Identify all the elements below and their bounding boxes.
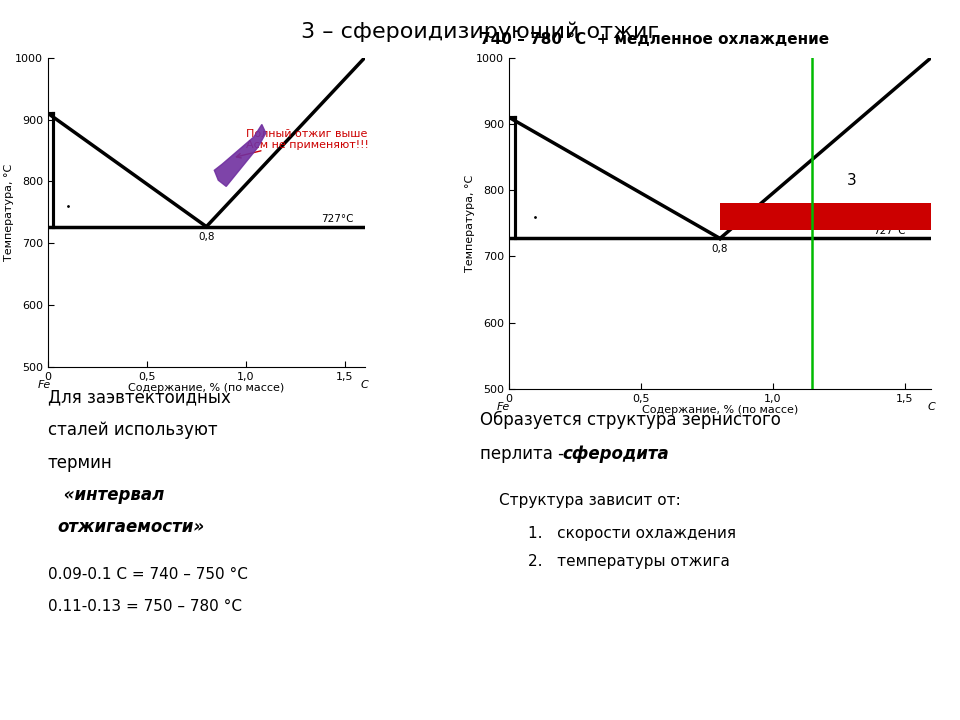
Text: 0,8: 0,8 [711,244,729,254]
Text: сферодита: сферодита [563,445,669,463]
Bar [720,203,931,230]
Text: Для заэвтектоидных: Для заэвтектоидных [48,389,230,407]
Polygon shape [214,125,266,186]
Text: C: C [361,379,369,390]
Text: 0.11-0.13 = 750 – 780 °C: 0.11-0.13 = 750 – 780 °C [48,599,242,614]
Text: отжигаемости»: отжигаемости» [58,518,204,536]
Text: Fe: Fe [37,379,51,390]
Text: термин: термин [48,454,112,472]
Text: Структура зависит от:: Структура зависит от: [499,493,681,508]
Text: Образуется структура зернистого: Образуется структура зернистого [480,410,780,428]
Text: 0.09-0.1 C = 740 – 750 °C: 0.09-0.1 C = 740 – 750 °C [48,567,248,582]
Text: 1.   скорости охлаждения: 1. скорости охлаждения [528,526,736,541]
Text: 0,8: 0,8 [198,233,215,242]
Text: 2.   температуры отжига: 2. температуры отжига [528,554,730,570]
Y-axis label: Температура, °C: Температура, °C [465,174,474,272]
Text: 3: 3 [847,173,856,188]
Y-axis label: Температура, °C: Температура, °C [4,163,13,261]
Text: Полный отжиг выше
Aсм не применяют!!!: Полный отжиг выше Aсм не применяют!!! [236,129,369,158]
X-axis label: Содержание, % (по массе): Содержание, % (по массе) [129,384,284,393]
X-axis label: Содержание, % (по массе): Содержание, % (по массе) [642,405,798,415]
Text: сталей используют: сталей используют [48,421,218,439]
Text: C: C [927,402,935,412]
Text: 727°C: 727°C [322,214,353,224]
Text: 740 – 780 °C  + медленное охлаждение: 740 – 780 °C + медленное охлаждение [480,32,829,48]
Text: перлита -: перлита - [480,445,569,463]
Text: Fe: Fe [497,402,510,412]
Text: 727°C: 727°C [873,226,905,235]
Text: 3 – сфероидизирующий отжиг: 3 – сфероидизирующий отжиг [301,22,659,42]
Text: «интервал: «интервал [58,486,164,504]
